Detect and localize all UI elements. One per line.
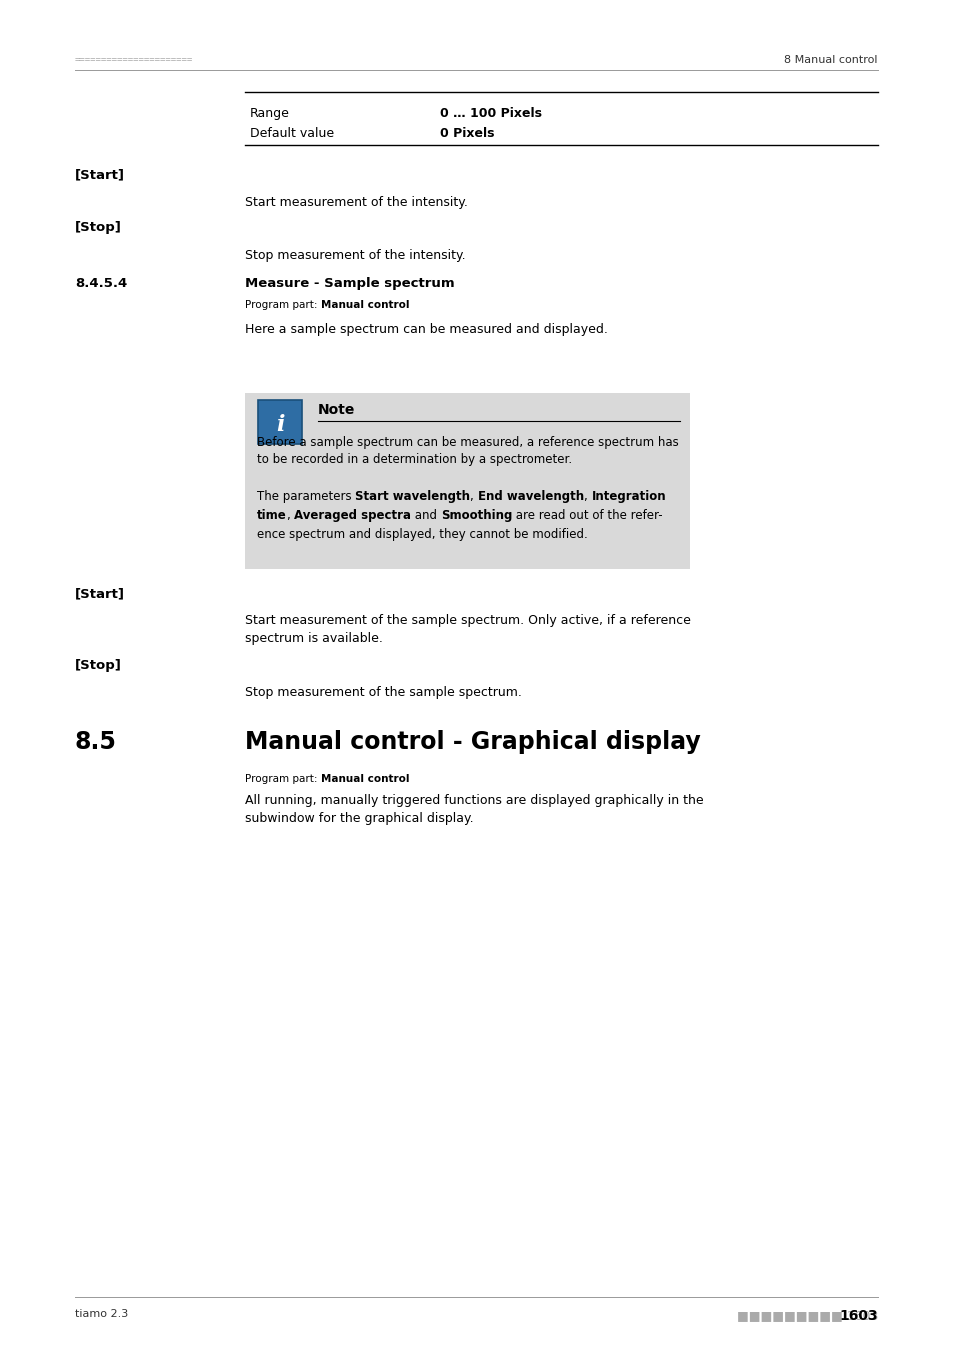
- Text: 0 Pixels: 0 Pixels: [439, 127, 494, 140]
- Text: time: time: [256, 509, 287, 522]
- Text: and: and: [411, 509, 440, 522]
- Text: Program part:: Program part:: [245, 774, 320, 784]
- Text: 1603: 1603: [839, 1310, 877, 1323]
- Text: Range: Range: [250, 107, 290, 120]
- Text: Stop measurement of the sample spectrum.: Stop measurement of the sample spectrum.: [245, 686, 521, 699]
- Text: [Start]: [Start]: [75, 167, 125, 181]
- Text: Integration: Integration: [591, 490, 665, 504]
- Text: Measure - Sample spectrum: Measure - Sample spectrum: [245, 277, 455, 290]
- Text: ■■■■■■■■■ 1603: ■■■■■■■■■ 1603: [736, 1310, 877, 1322]
- Text: Before a sample spectrum can be measured, a reference spectrum has: Before a sample spectrum can be measured…: [256, 436, 678, 450]
- Text: subwindow for the graphical display.: subwindow for the graphical display.: [245, 811, 473, 825]
- Text: ======================: ======================: [75, 55, 193, 63]
- Text: [Start]: [Start]: [75, 587, 125, 599]
- Text: Start measurement of the sample spectrum. Only active, if a reference: Start measurement of the sample spectrum…: [245, 614, 690, 626]
- Text: Start wavelength: Start wavelength: [355, 490, 470, 504]
- Text: to be recorded in a determination by a spectrometer.: to be recorded in a determination by a s…: [256, 454, 572, 466]
- Text: Default value: Default value: [250, 127, 334, 140]
- Text: 8.5: 8.5: [75, 730, 117, 755]
- Text: Program part:: Program part:: [245, 300, 320, 310]
- Text: ,: ,: [470, 490, 477, 504]
- Text: Manual control: Manual control: [320, 300, 409, 310]
- Text: ence spectrum and displayed, they cannot be modified.: ence spectrum and displayed, they cannot…: [256, 528, 587, 541]
- Text: tiamo 2.3: tiamo 2.3: [75, 1310, 128, 1319]
- Text: The parameters: The parameters: [256, 490, 355, 504]
- Text: Averaged spectra: Averaged spectra: [294, 509, 411, 522]
- Text: 8 Manual control: 8 Manual control: [783, 55, 877, 65]
- Text: Here a sample spectrum can be measured and displayed.: Here a sample spectrum can be measured a…: [245, 323, 607, 336]
- Text: are read out of the refer-: are read out of the refer-: [512, 509, 662, 522]
- Text: [Stop]: [Stop]: [75, 659, 122, 672]
- Text: Smoothing: Smoothing: [440, 509, 512, 522]
- FancyBboxPatch shape: [245, 393, 689, 568]
- Text: ,: ,: [583, 490, 591, 504]
- Text: Stop measurement of the intensity.: Stop measurement of the intensity.: [245, 248, 465, 262]
- Text: End wavelength: End wavelength: [477, 490, 583, 504]
- Text: i: i: [275, 414, 284, 436]
- Text: Note: Note: [317, 404, 355, 417]
- Text: ,: ,: [287, 509, 294, 522]
- Text: Start measurement of the intensity.: Start measurement of the intensity.: [245, 196, 467, 209]
- Text: All running, manually triggered functions are displayed graphically in the: All running, manually triggered function…: [245, 794, 703, 807]
- Text: Manual control: Manual control: [320, 774, 409, 784]
- Text: [Stop]: [Stop]: [75, 221, 122, 234]
- Text: 8.4.5.4: 8.4.5.4: [75, 277, 127, 290]
- Text: 0 … 100 Pixels: 0 … 100 Pixels: [439, 107, 541, 120]
- Text: spectrum is available.: spectrum is available.: [245, 632, 382, 645]
- Text: Manual control - Graphical display: Manual control - Graphical display: [245, 730, 700, 755]
- FancyBboxPatch shape: [257, 400, 302, 444]
